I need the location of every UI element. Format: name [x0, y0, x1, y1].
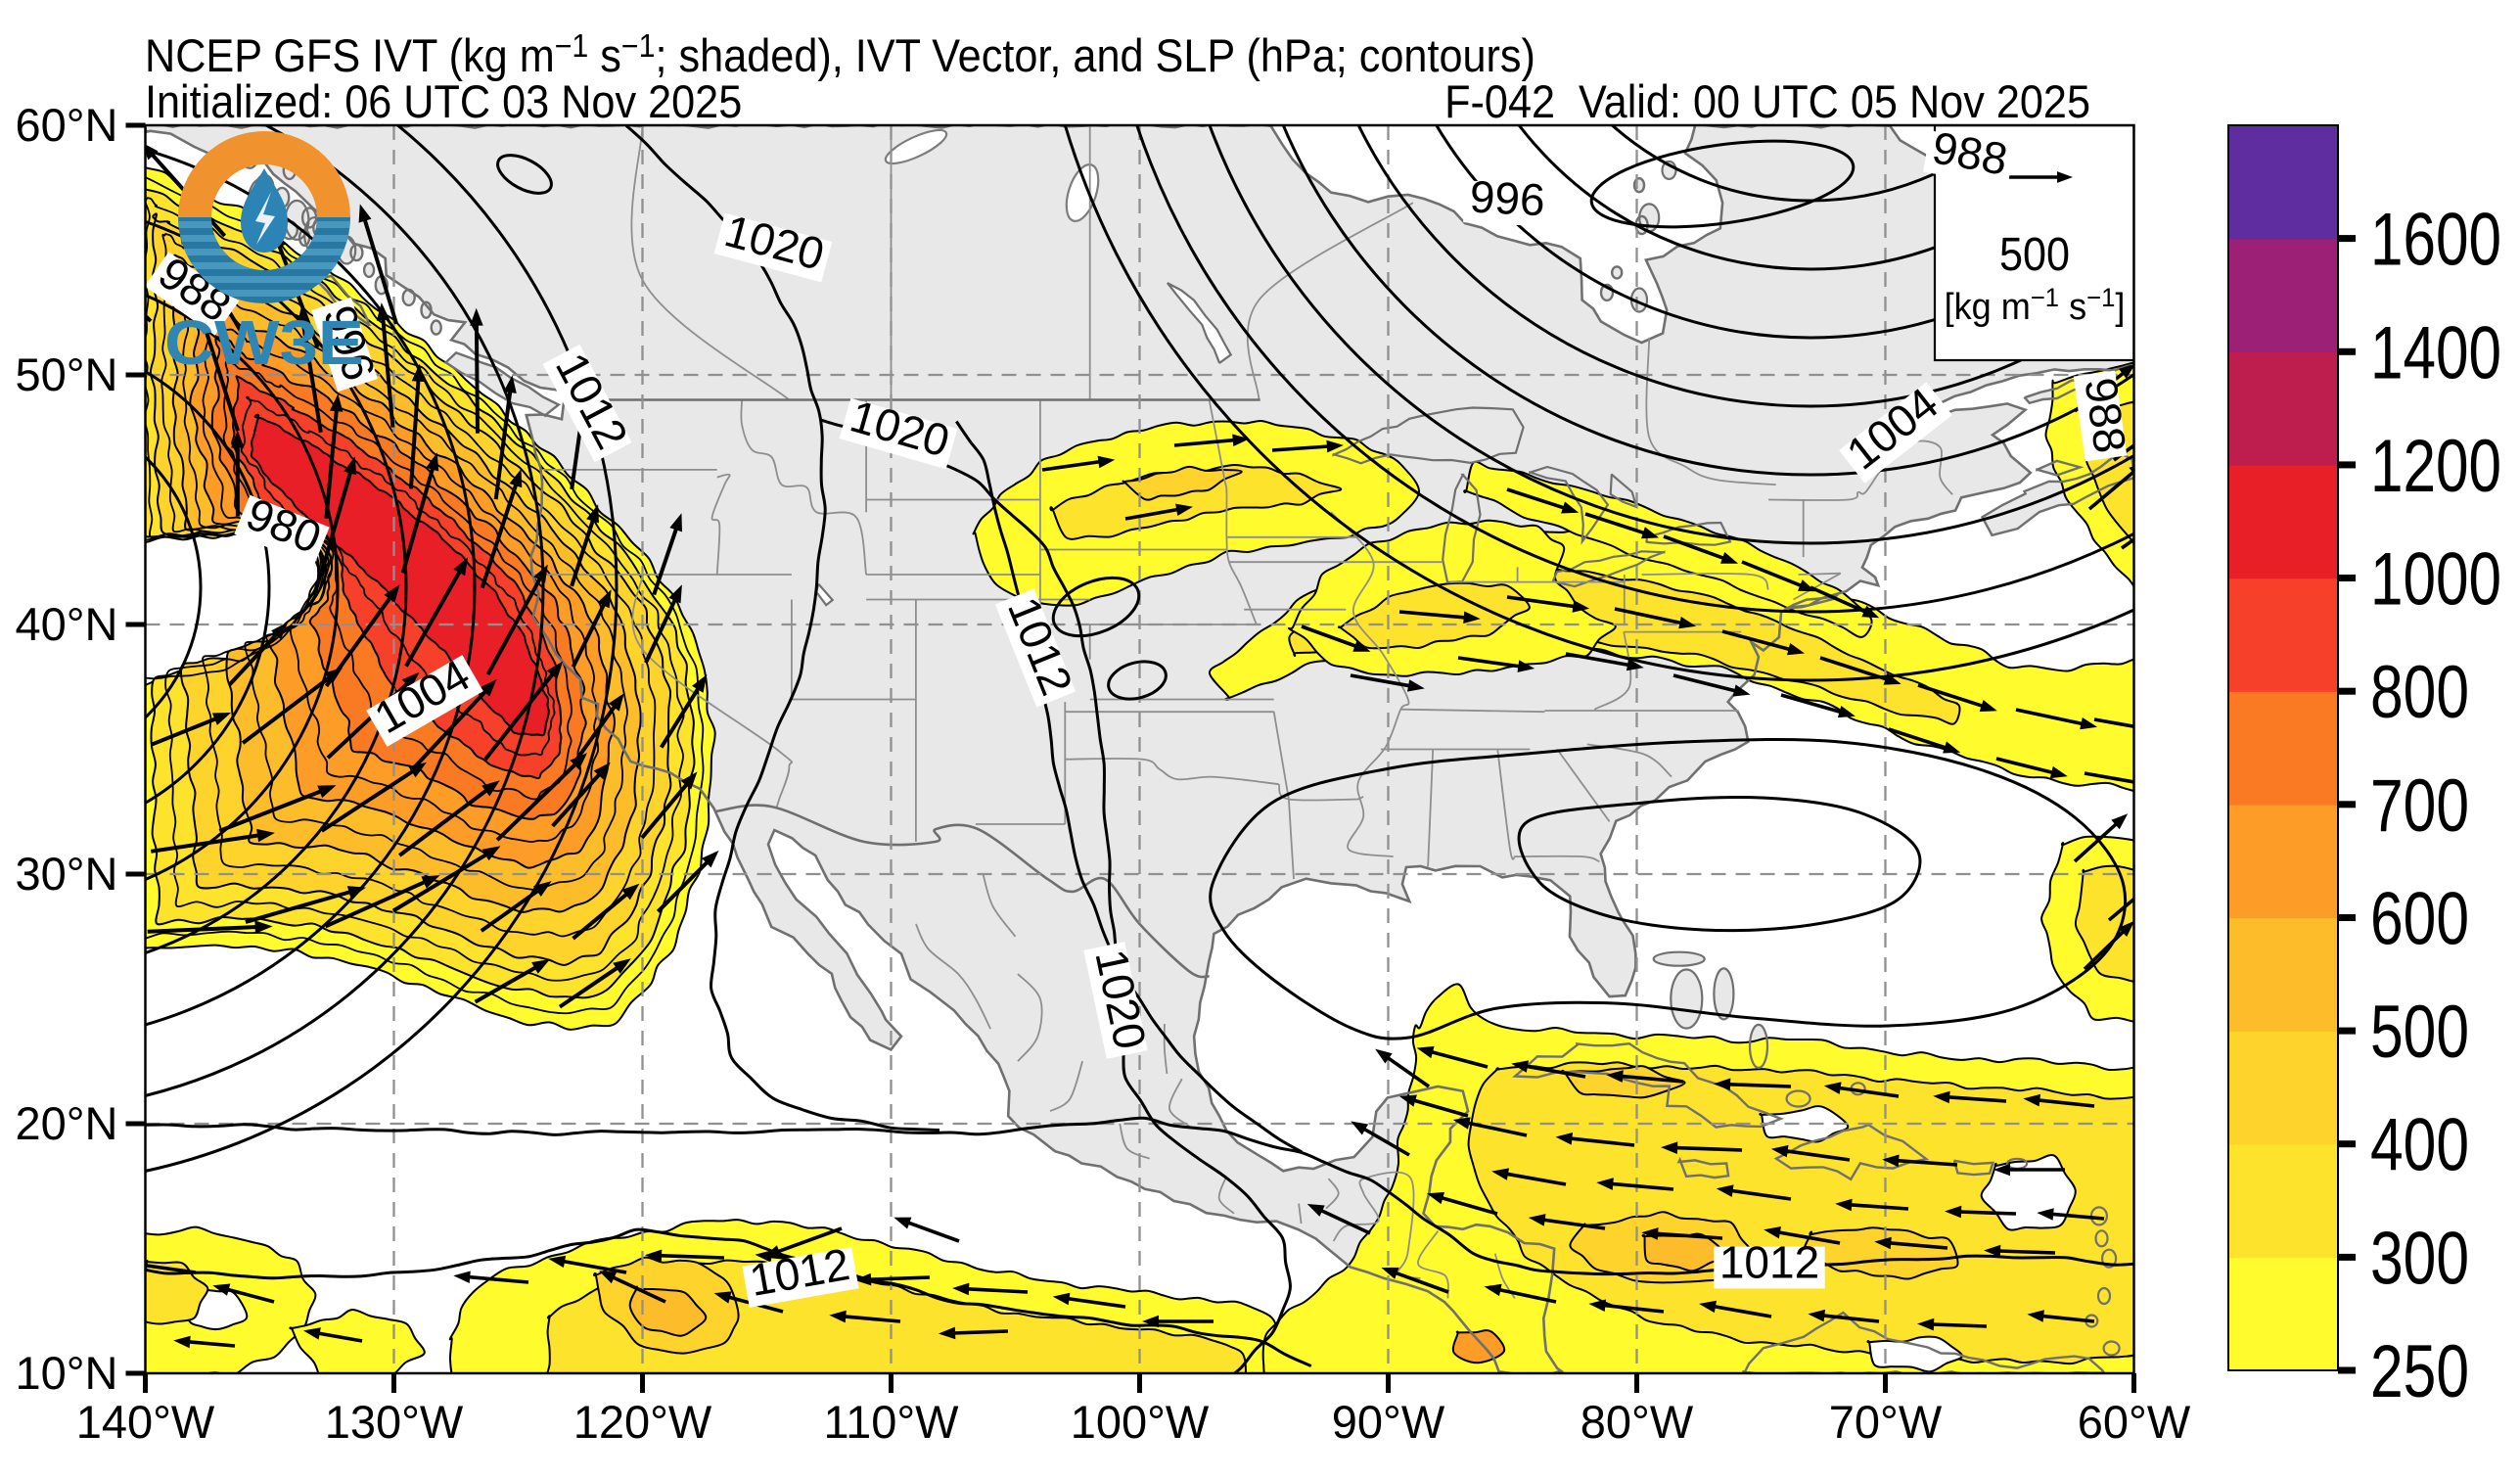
svg-text:10°N: 10°N [15, 1347, 117, 1399]
svg-text:300: 300 [2370, 1217, 2469, 1300]
svg-text:800: 800 [2370, 651, 2469, 734]
svg-text:80°W: 80°W [1581, 1396, 1694, 1448]
svg-text:1200: 1200 [2370, 425, 2501, 508]
svg-text:120°W: 120°W [573, 1396, 712, 1448]
svg-text:30°N: 30°N [15, 848, 117, 900]
svg-text:100°W: 100°W [1071, 1396, 1210, 1448]
svg-text:1400: 1400 [2370, 311, 2501, 394]
svg-text:988: 988 [2075, 375, 2135, 456]
svg-text:1012: 1012 [1719, 1236, 1819, 1287]
svg-text:70°W: 70°W [1829, 1396, 1943, 1448]
svg-text:996: 996 [1469, 170, 1546, 225]
svg-text:250: 250 [2370, 1330, 2469, 1413]
svg-text:CW3E: CW3E [164, 307, 364, 378]
svg-text:NCEP GFS IVT (kg m−1 s−1; shad: NCEP GFS IVT (kg m−1 s−1; shaded), IVT V… [145, 27, 1535, 82]
svg-text:90°W: 90°W [1332, 1396, 1445, 1448]
svg-text:500: 500 [1999, 229, 2070, 281]
svg-text:1600: 1600 [2370, 199, 2501, 282]
svg-text:20°N: 20°N [15, 1097, 117, 1149]
svg-text:Initialized: 06 UTC 03 Nov 202: Initialized: 06 UTC 03 Nov 2025 [145, 75, 742, 127]
svg-text:60°N: 60°N [15, 99, 117, 151]
svg-text:40°N: 40°N [15, 598, 117, 650]
svg-text:600: 600 [2370, 878, 2469, 961]
svg-text:140°W: 140°W [76, 1396, 215, 1448]
svg-text:700: 700 [2370, 764, 2469, 848]
svg-text:500: 500 [2370, 991, 2469, 1074]
svg-text:50°N: 50°N [15, 348, 117, 400]
svg-text:F-042 Valid: 00 UTC 05 Nov 20: F-042 Valid: 00 UTC 05 Nov 2025 [1444, 75, 2090, 127]
svg-text:110°W: 110°W [823, 1396, 959, 1448]
svg-text:130°W: 130°W [325, 1396, 464, 1448]
svg-text:1000: 1000 [2370, 538, 2501, 622]
svg-text:60°W: 60°W [2078, 1396, 2191, 1448]
svg-text:400: 400 [2370, 1104, 2469, 1187]
